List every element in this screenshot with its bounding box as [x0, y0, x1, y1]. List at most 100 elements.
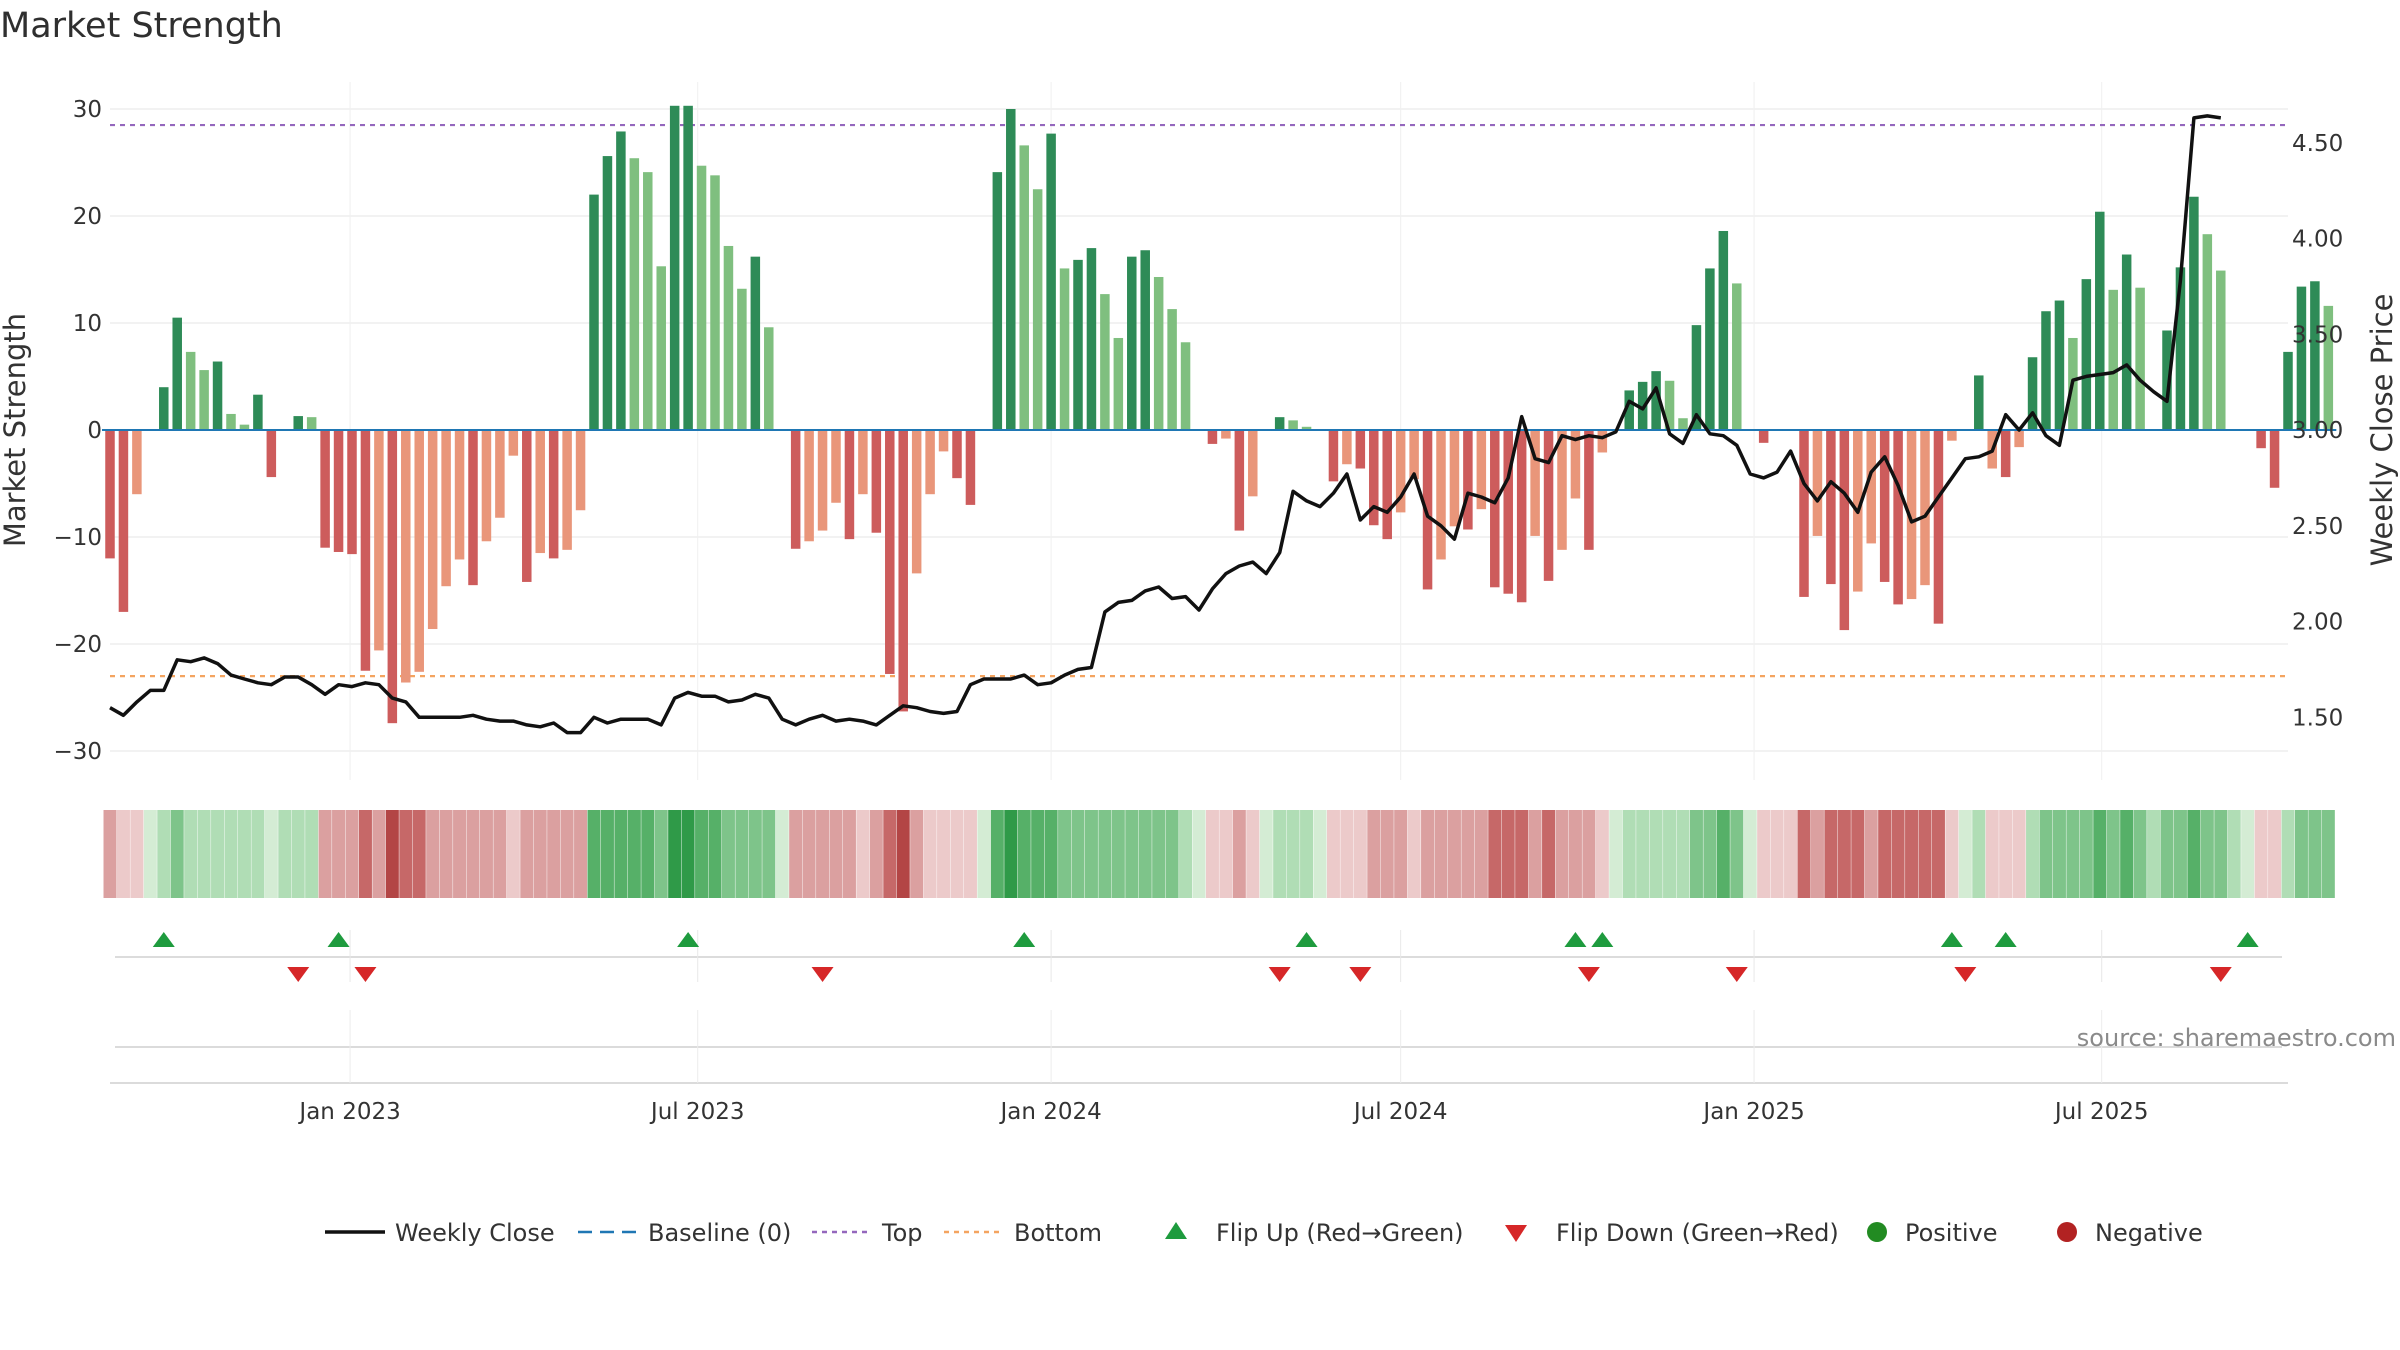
heat-cell	[977, 810, 991, 898]
heat-cell	[2254, 810, 2268, 898]
strength-bar	[1382, 430, 1392, 540]
strength-bar	[737, 288, 747, 430]
heat-cell	[399, 810, 413, 898]
y2-tick-label: 1.50	[2292, 705, 2343, 731]
heat-cell	[560, 810, 574, 898]
strength-bar	[643, 172, 653, 430]
heat-cell	[278, 810, 292, 898]
y-axis-ticks: 30 20 10 0 −10 −20 −30	[53, 97, 102, 765]
strength-bar	[1920, 430, 1930, 586]
strength-bar	[696, 165, 707, 430]
heat-cell	[775, 810, 789, 898]
strength-bar	[575, 430, 586, 511]
strength-bar	[2027, 357, 2038, 430]
strength-heat-strip	[103, 810, 2335, 898]
heat-cell	[1945, 810, 1959, 898]
strength-bar	[1301, 426, 1312, 430]
strength-bar	[1490, 430, 1500, 588]
strength-bar	[858, 430, 868, 495]
x-tick-label: Jan 2024	[998, 1099, 1101, 1125]
strength-bar	[306, 417, 317, 430]
legend-baseline-label: Baseline (0)	[648, 1219, 791, 1247]
y2-tick-label: 4.50	[2292, 131, 2343, 157]
strength-bar	[1409, 430, 1419, 480]
heat-cell	[856, 810, 870, 898]
heat-cell	[2281, 810, 2295, 898]
heat-cell	[2079, 810, 2093, 898]
strength-bar	[333, 430, 344, 552]
heat-cell	[1891, 810, 1905, 898]
strength-bar	[1395, 430, 1406, 513]
heat-cell	[1622, 810, 1636, 898]
strength-bar	[1369, 430, 1379, 526]
y2-tick-label: 2.00	[2292, 610, 2343, 636]
heat-cell	[1864, 810, 1878, 898]
heat-cell	[816, 810, 830, 898]
heat-cell	[1689, 810, 1703, 898]
strength-bar	[817, 430, 828, 531]
flip-down-marker	[1954, 967, 1977, 982]
strength-bar	[1839, 430, 1850, 631]
heat-cell	[1340, 810, 1354, 898]
heat-cell	[2120, 810, 2134, 898]
strength-bar	[1032, 189, 1043, 430]
strength-bar	[2283, 351, 2293, 430]
heat-cell	[547, 810, 561, 898]
heat-cell	[1972, 810, 1986, 898]
strength-bar	[508, 430, 519, 456]
strength-bar	[2108, 289, 2118, 430]
heat-cell	[587, 810, 601, 898]
heat-cell	[1407, 810, 1421, 898]
heat-cell	[627, 810, 641, 898]
flip-up-marker	[1591, 932, 1614, 947]
heat-cell	[1259, 810, 1273, 898]
heat-cell	[2147, 810, 2161, 898]
strength-bar	[2202, 234, 2213, 430]
strength-bar	[790, 430, 801, 549]
heat-cell	[1286, 810, 1300, 898]
legend: Weekly Close Baseline (0) Top Bottom Flip Up…	[325, 1219, 2203, 1247]
legend-close-label: Weekly Close	[395, 1219, 555, 1247]
heat-cell	[1246, 810, 1260, 898]
heat-cell	[869, 810, 883, 898]
heat-cell	[2106, 810, 2120, 898]
heat-cell	[2187, 810, 2201, 898]
heat-cell	[1084, 810, 1098, 898]
heat-cell	[1542, 810, 1556, 898]
heat-cell	[264, 810, 278, 898]
strength-bar	[764, 327, 774, 430]
strength-bar	[1866, 430, 1876, 544]
heat-cell	[1851, 810, 1865, 898]
heat-cell	[614, 810, 628, 898]
heat-cell	[1636, 810, 1650, 898]
x-tick-label: Jul 2023	[649, 1099, 745, 1125]
strength-bar	[1274, 417, 1285, 430]
heat-cell	[345, 810, 359, 898]
strength-bar	[1826, 430, 1836, 585]
strength-bar	[952, 430, 962, 479]
heat-cell	[130, 810, 144, 898]
heat-cell	[224, 810, 238, 898]
strength-bar	[320, 430, 330, 548]
heat-cell	[506, 810, 520, 898]
heat-cell	[2052, 810, 2066, 898]
heat-cell	[2026, 810, 2040, 898]
strength-bar	[804, 430, 814, 542]
strength-bar	[2081, 279, 2092, 430]
y2-tick-label: 2.50	[2292, 514, 2343, 540]
heat-cell	[143, 810, 157, 898]
flip-down-marker	[1268, 967, 1291, 982]
strength-bar	[401, 430, 411, 683]
flip-up-marker	[1013, 932, 1036, 947]
heat-cell	[2039, 810, 2053, 898]
strength-bar	[239, 424, 250, 430]
strength-bar	[1019, 145, 1029, 430]
strength-bar	[1221, 430, 1231, 439]
heat-cell	[748, 810, 762, 898]
heat-cell	[358, 810, 372, 898]
strength-bar	[2310, 281, 2320, 430]
heat-cell	[305, 810, 319, 898]
flip-up-marker	[1295, 932, 1318, 947]
heat-cell	[318, 810, 332, 898]
